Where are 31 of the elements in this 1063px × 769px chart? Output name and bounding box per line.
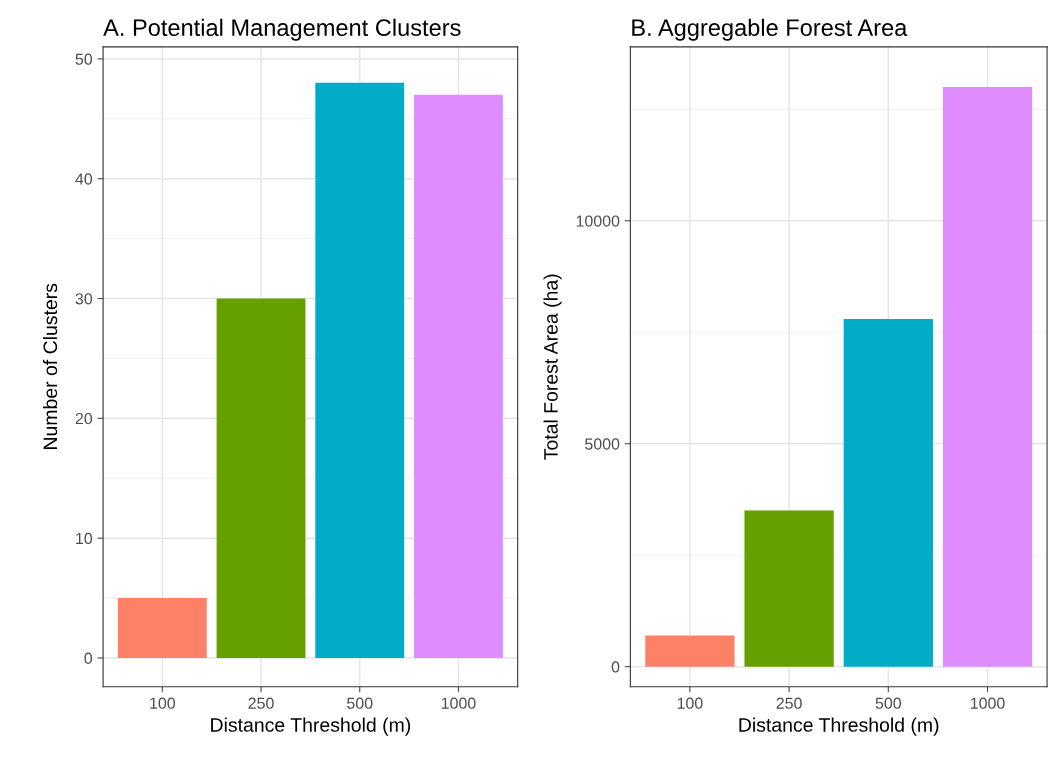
- y-tick-label: 30: [75, 293, 93, 305]
- bar: [315, 82, 405, 658]
- bar: [414, 94, 503, 658]
- bar: [744, 510, 834, 667]
- y-axis-title: Total Forest Area (ha): [543, 274, 562, 460]
- y-tick-label: 20: [75, 412, 93, 425]
- x-tick-label: 1000: [441, 697, 476, 709]
- x-tick-label: 500: [347, 697, 373, 709]
- bar: [843, 318, 933, 667]
- y-tick-label: 10: [76, 532, 93, 545]
- x-tick-label: 250: [248, 697, 274, 709]
- y-tick-label: 10000: [576, 215, 620, 227]
- bar: [645, 635, 735, 667]
- x-axis-title: Distance Threshold (m): [211, 717, 411, 736]
- bar: [216, 298, 306, 658]
- bar: [942, 87, 1033, 667]
- x-tick-label: 500: [875, 697, 902, 709]
- chart-title: B. Aggregable Forest Area: [632, 18, 908, 41]
- y-tick-label: 40: [75, 173, 93, 185]
- x-tick-label: 1000: [970, 697, 1005, 709]
- x-tick-label: 100: [677, 697, 703, 709]
- y-tick-label: 50: [75, 53, 93, 65]
- chart-title: A. Potential Management Clusters: [103, 18, 461, 41]
- y-tick-label: 0: [611, 661, 620, 673]
- x-axis-title: Distance Threshold (m): [739, 717, 939, 736]
- x-tick-label: 100: [150, 697, 176, 709]
- bar: [117, 598, 207, 658]
- y-tick-label: 5000: [585, 438, 620, 450]
- y-tick-label: 0: [84, 652, 93, 664]
- y-axis-title: Number of Clusters: [42, 283, 58, 449]
- x-tick-label: 250: [776, 697, 802, 709]
